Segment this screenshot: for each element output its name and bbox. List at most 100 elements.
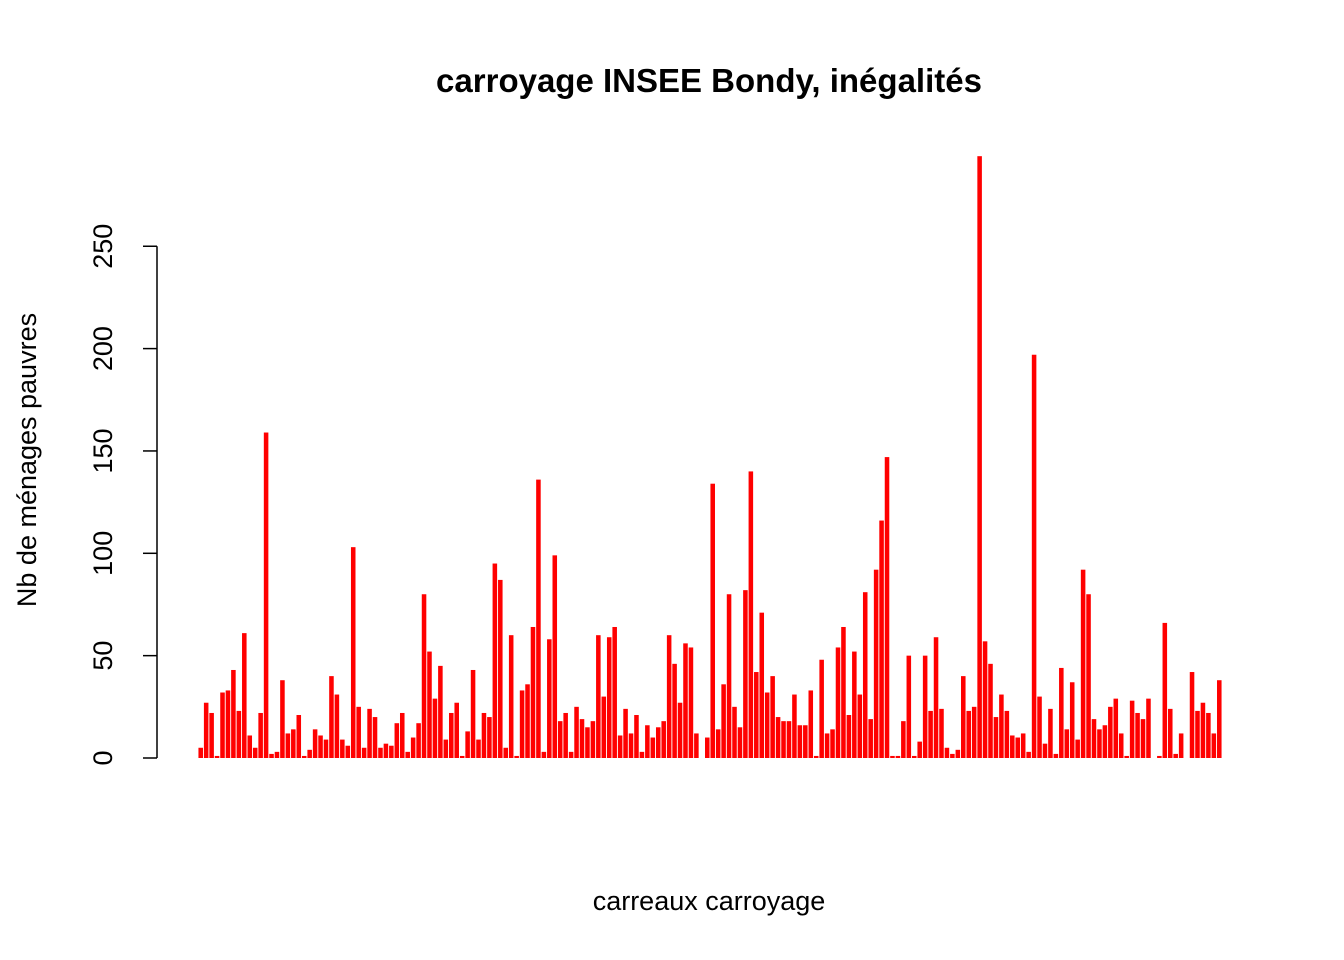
bar bbox=[1026, 751, 1031, 758]
bar bbox=[574, 706, 579, 759]
bar bbox=[639, 751, 645, 758]
bar bbox=[884, 457, 890, 758]
bar bbox=[1004, 710, 1010, 758]
bar bbox=[1097, 729, 1102, 758]
bar bbox=[323, 739, 329, 758]
bar bbox=[710, 483, 715, 758]
bar bbox=[247, 735, 253, 758]
bar bbox=[1206, 712, 1211, 758]
bar bbox=[579, 719, 585, 758]
bar bbox=[383, 743, 389, 758]
bar bbox=[628, 733, 634, 758]
bar bbox=[340, 739, 345, 758]
bar bbox=[770, 676, 775, 758]
bar bbox=[1135, 712, 1140, 758]
bar bbox=[737, 727, 743, 758]
bar bbox=[470, 669, 476, 758]
bar bbox=[1217, 680, 1222, 758]
bar bbox=[269, 753, 274, 758]
bar bbox=[252, 747, 258, 758]
bar bbox=[726, 594, 732, 758]
bar bbox=[476, 739, 481, 758]
bar bbox=[503, 747, 509, 758]
bar bbox=[650, 737, 656, 758]
y-axis: 0 50 100 150 200 250 bbox=[88, 224, 158, 766]
bar bbox=[623, 708, 628, 758]
bar bbox=[813, 755, 819, 758]
bar bbox=[568, 751, 574, 758]
bar bbox=[1178, 733, 1184, 758]
bar bbox=[988, 663, 993, 758]
bar bbox=[754, 672, 759, 758]
bar bbox=[841, 626, 846, 758]
bar bbox=[378, 747, 383, 758]
bar bbox=[634, 715, 639, 758]
y-tick-label: 150 bbox=[88, 428, 118, 473]
bar bbox=[367, 708, 372, 758]
bar bbox=[492, 563, 498, 758]
bar bbox=[1069, 682, 1075, 758]
bar bbox=[285, 733, 291, 758]
bar bbox=[432, 698, 438, 758]
bar bbox=[203, 702, 209, 758]
y-tick-label: 50 bbox=[88, 641, 118, 671]
bar bbox=[530, 626, 536, 758]
bar bbox=[596, 635, 601, 758]
bar bbox=[394, 723, 400, 758]
bar bbox=[917, 741, 922, 758]
bar bbox=[601, 696, 607, 758]
bar bbox=[536, 479, 541, 758]
bar bbox=[405, 751, 410, 758]
bar bbox=[410, 737, 416, 758]
bar bbox=[944, 747, 950, 758]
bar bbox=[1010, 735, 1015, 758]
bar bbox=[552, 555, 558, 758]
bar bbox=[672, 663, 677, 758]
y-tick-label: 0 bbox=[88, 750, 118, 765]
bar bbox=[1020, 733, 1026, 758]
bar bbox=[508, 635, 514, 758]
bar bbox=[421, 594, 427, 758]
bar bbox=[443, 739, 449, 758]
bar bbox=[933, 637, 939, 758]
bar bbox=[890, 755, 895, 758]
bar bbox=[830, 729, 835, 758]
chart-title: carroyage INSEE Bondy, inégalités bbox=[436, 62, 982, 99]
bar bbox=[852, 651, 857, 758]
bar bbox=[645, 725, 650, 758]
bar bbox=[1146, 698, 1151, 758]
bar bbox=[296, 715, 302, 758]
bar bbox=[666, 635, 672, 758]
bar bbox=[454, 702, 459, 758]
bar bbox=[922, 655, 928, 758]
bar bbox=[977, 156, 982, 758]
bar bbox=[732, 706, 737, 759]
bar bbox=[966, 710, 971, 758]
bar bbox=[465, 731, 470, 758]
bar bbox=[819, 659, 824, 758]
bar bbox=[541, 751, 547, 758]
bar bbox=[438, 665, 443, 758]
bar bbox=[721, 684, 726, 758]
bar bbox=[236, 710, 242, 758]
bar bbox=[274, 751, 280, 758]
bar bbox=[372, 717, 378, 758]
bar bbox=[557, 721, 563, 758]
bar bbox=[258, 712, 263, 758]
bar bbox=[688, 647, 694, 758]
bar bbox=[617, 735, 623, 758]
bar bbox=[231, 669, 236, 758]
bar bbox=[955, 749, 961, 758]
bar bbox=[519, 690, 525, 758]
bar bbox=[901, 721, 906, 758]
bar bbox=[214, 755, 220, 758]
bar bbox=[1195, 710, 1200, 758]
bar bbox=[220, 692, 225, 758]
bar bbox=[879, 520, 884, 758]
bar bbox=[225, 690, 231, 758]
bar bbox=[1015, 737, 1021, 758]
bar bbox=[1042, 743, 1048, 758]
bar bbox=[525, 684, 530, 758]
x-axis-label: carreaux carroyage bbox=[593, 886, 826, 916]
bar bbox=[416, 723, 421, 758]
